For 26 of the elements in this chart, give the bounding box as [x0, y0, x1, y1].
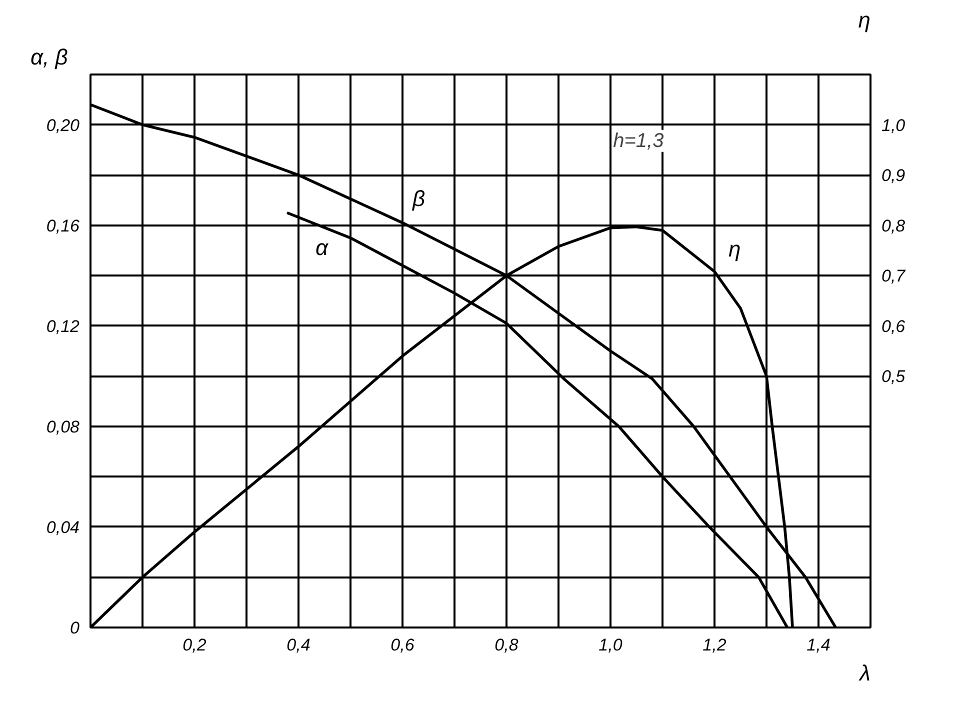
y2-tick-label: 0,5: [882, 367, 906, 386]
x-tick-label: 0,6: [390, 636, 415, 654]
y-tick-label: 0,12: [46, 316, 80, 336]
x-tick-label: 1,4: [806, 636, 830, 654]
y2-tick-label: 0,6: [882, 316, 906, 336]
x-tick-label: 1,2: [702, 636, 727, 654]
y-tick-label: 0,20: [46, 116, 80, 135]
y2-tick-label: 0,9: [882, 166, 906, 186]
y2-tick-label: 0,7: [882, 266, 906, 286]
x-axis-title: λ: [858, 660, 870, 686]
y2-tick-label: 0,8: [882, 216, 906, 236]
series-label: β: [412, 186, 426, 211]
y2-axis-title: η: [858, 8, 871, 32]
series-label: η: [728, 236, 741, 262]
y-tick-label: 0,16: [46, 216, 80, 236]
y-tick-label: 0,08: [46, 417, 80, 436]
x-tick-label: 0,4: [286, 636, 310, 654]
y-tick-label: 0,04: [46, 518, 80, 537]
annotation: h=1,3: [613, 130, 664, 152]
y-axis-title: α, β: [30, 44, 68, 70]
y2-tick-label: 1,0: [882, 116, 906, 135]
x-tick-label: 0,8: [494, 636, 519, 654]
y-tick-label: 0: [70, 618, 80, 638]
x-tick-label: 0,2: [182, 636, 207, 654]
x-tick-label: 1,0: [598, 636, 623, 654]
series-label: α: [316, 234, 330, 260]
